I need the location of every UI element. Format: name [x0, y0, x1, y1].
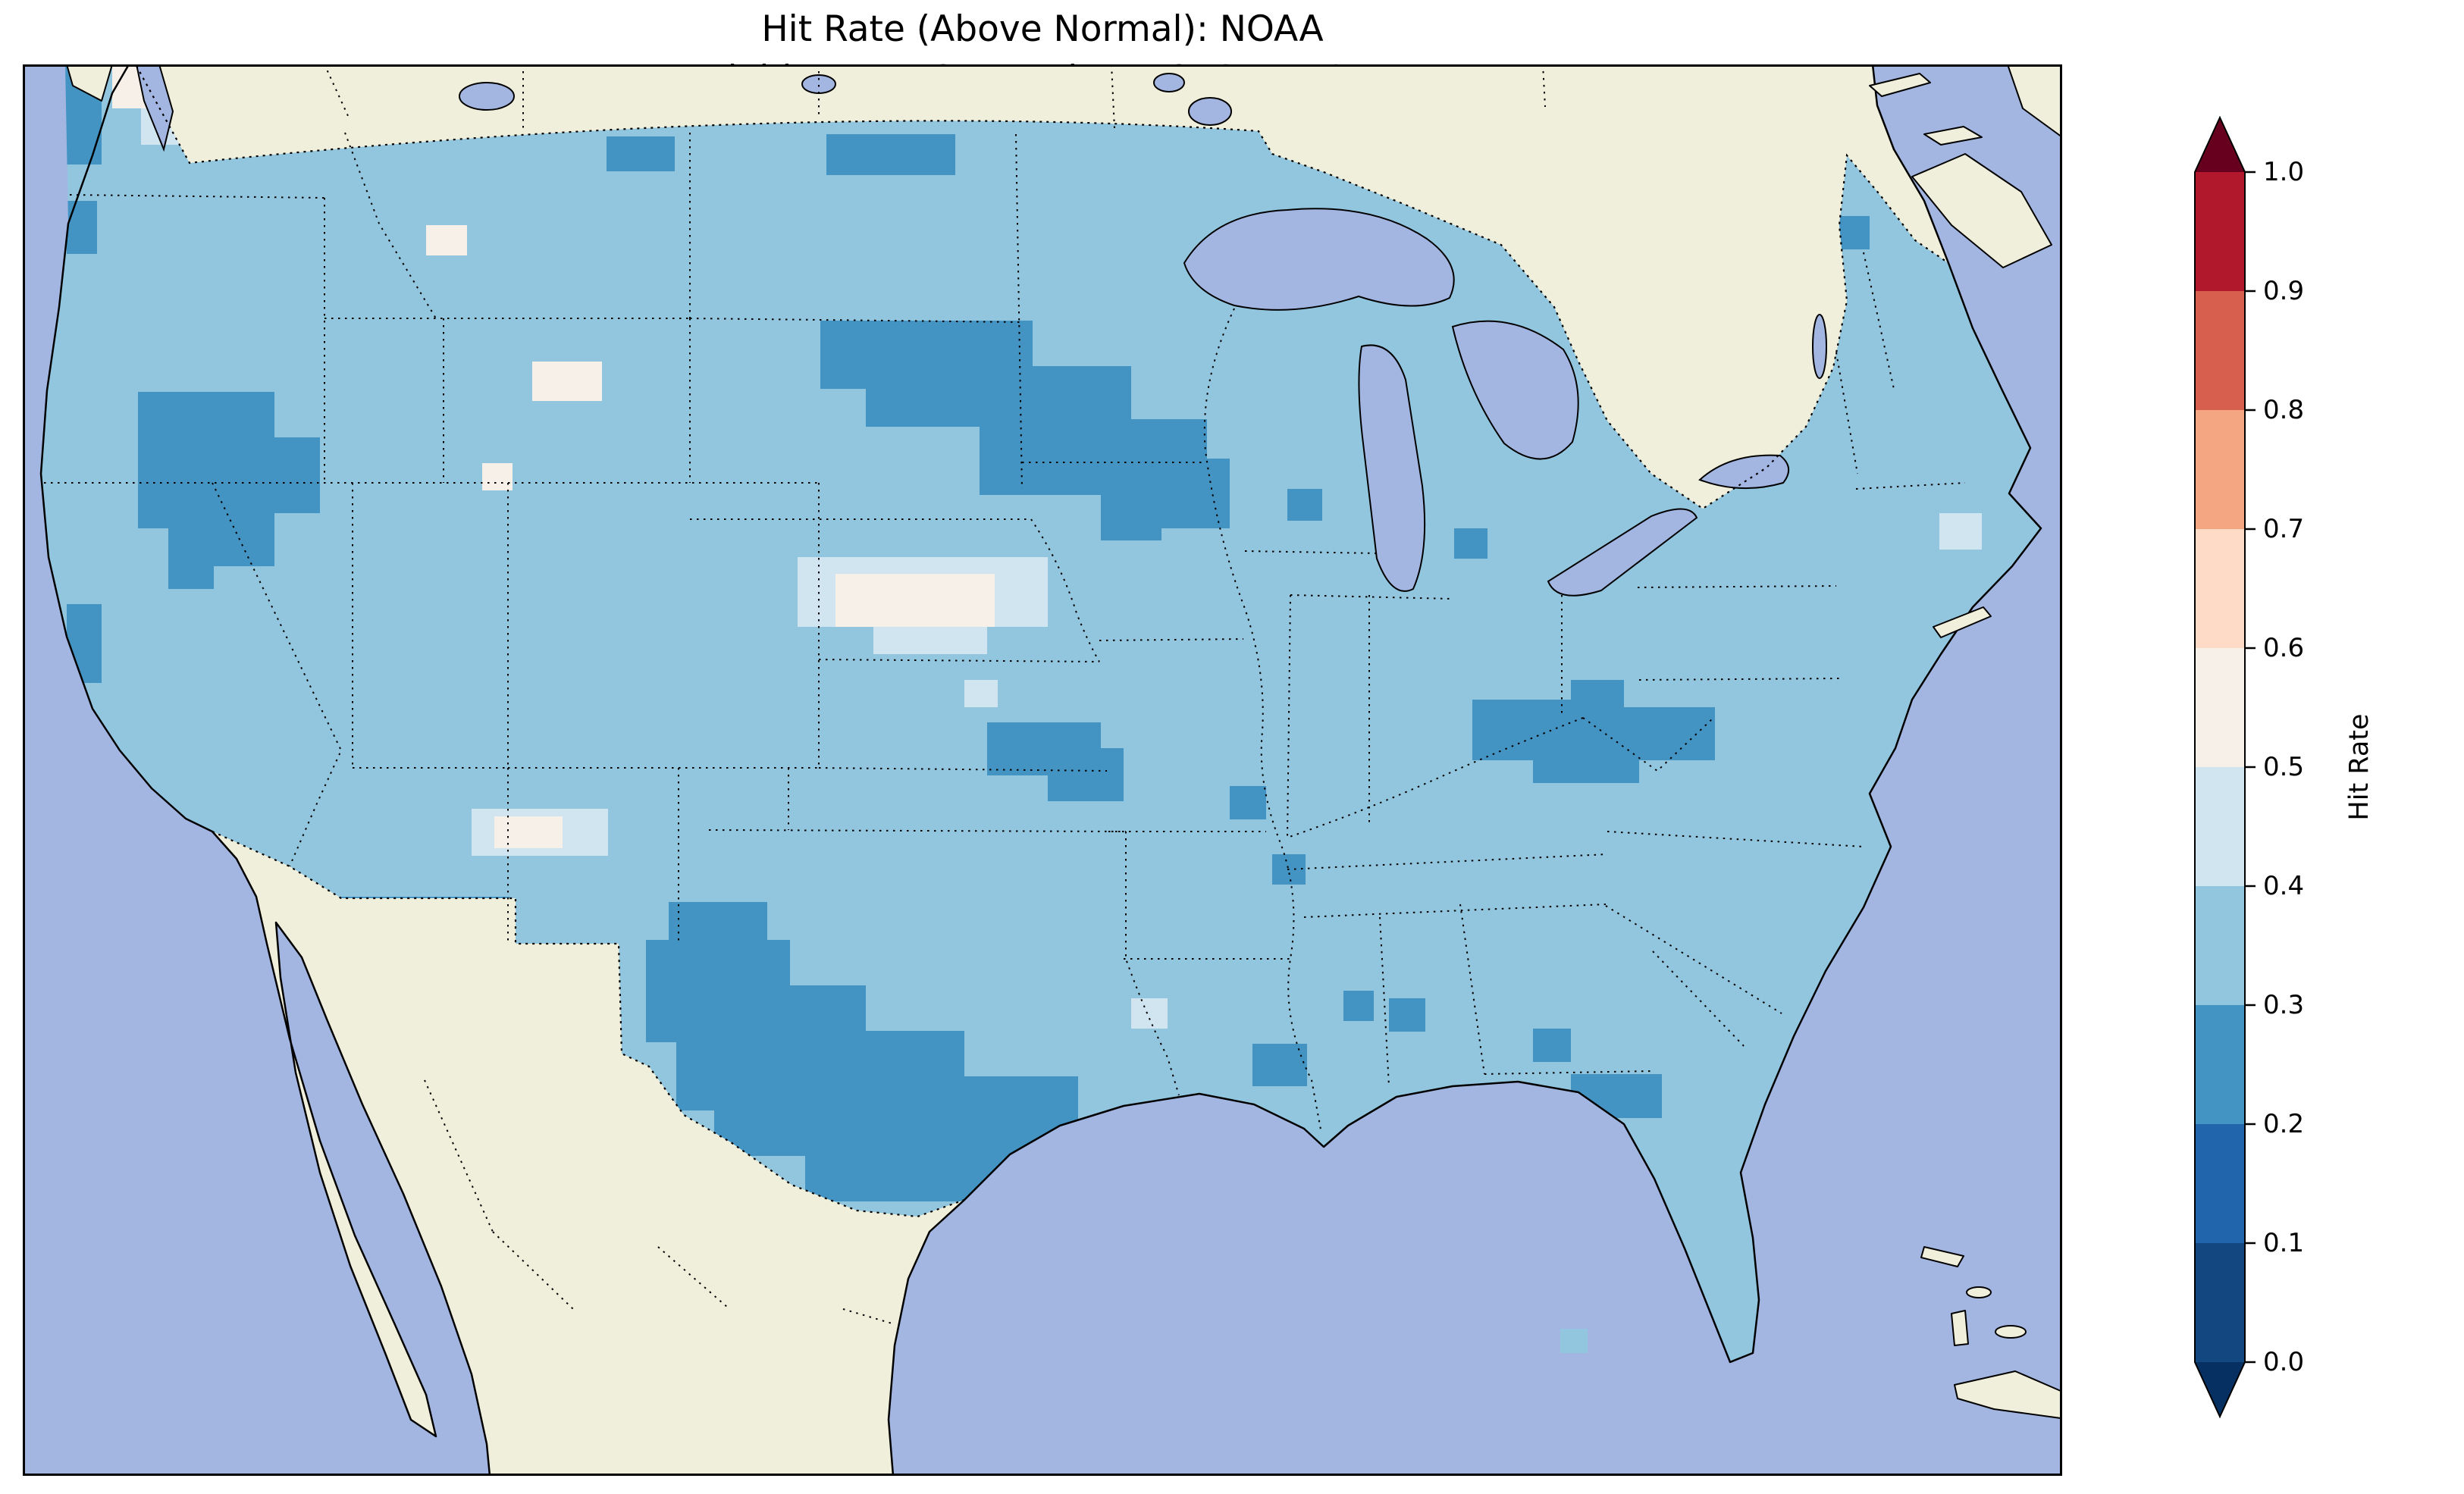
- andros-island: [1951, 1310, 1969, 1346]
- national-borders: [136, 65, 1949, 1218]
- low-hitrate-cell: [1533, 1029, 1571, 1062]
- colorbar-segment: [2195, 172, 2245, 292]
- colorbar-segment: [2195, 886, 2245, 1006]
- us-hit-rate-map: [23, 64, 2062, 1476]
- offshore-data-cell: [1939, 513, 1982, 550]
- anticosti-island: [1869, 73, 1931, 97]
- colorbar-tick-label: 0.4: [2263, 871, 2304, 901]
- colorbar-tick-label: 0.9: [2263, 276, 2304, 306]
- state-borders: [44, 64, 1966, 1325]
- canadian-lake: [459, 82, 515, 111]
- us-canada-border: [136, 65, 1949, 510]
- lake-erie: [1547, 508, 1698, 597]
- lake-champlain: [1812, 314, 1827, 379]
- colorbar-segment: [2195, 1243, 2245, 1363]
- low-hitrate-cell-georgia: [1389, 998, 1425, 1032]
- colorbar-segment: [2195, 529, 2245, 649]
- low-hitrate-cell: [1230, 786, 1266, 819]
- coastline: [39, 64, 2042, 1476]
- figure-title-line1: Hit Rate (Above Normal): NOAA: [761, 8, 1324, 50]
- colorbar-segment: [2195, 648, 2245, 768]
- colorbar-svg: 1.0 0.9 0.8 0.7 0.6 0.5 0.4 0.3 0.2 0.1 0.0: [2194, 115, 2304, 1419]
- bahamas-island: [1995, 1325, 2027, 1339]
- offshore-data-cell: [1560, 1329, 1588, 1353]
- low-hitrate-patch-nd-border: [826, 134, 955, 175]
- colorbar-segment: [2195, 291, 2245, 411]
- great-lakes: [459, 73, 1827, 597]
- low-hitrate-cell-maine: [1835, 216, 1870, 249]
- low-hitrate-cell: [1454, 528, 1487, 559]
- low-hitrate-patch-mt-border: [607, 136, 675, 171]
- highest-hitrate-cell: [482, 463, 513, 490]
- highest-hitrate-cell-montana: [532, 362, 602, 401]
- low-hitrate-patch-nd-mn: [820, 321, 1207, 540]
- mexico-state-border: [657, 1246, 729, 1308]
- lake-ontario: [1698, 454, 1789, 490]
- map-axes: [23, 64, 2062, 1476]
- canada-province-border: [324, 64, 350, 118]
- newfoundland: [2007, 64, 2062, 138]
- long-island: [1933, 606, 1992, 638]
- high-hitrate-cell: [964, 680, 998, 707]
- low-hitrate-patch-wv-oh: [1472, 680, 1715, 783]
- lake-michigan: [1358, 344, 1426, 592]
- low-hitrate-patch-wisconsin: [1139, 459, 1230, 528]
- colorbar-tick-label: 0.8: [2263, 395, 2304, 425]
- highest-hitrate-core-nebraska: [835, 574, 995, 627]
- puget-sound: [135, 64, 174, 152]
- mexico-state-border: [424, 1079, 494, 1232]
- lake-superior: [1183, 208, 1455, 311]
- low-hitrate-patch-texas: [646, 902, 1101, 1201]
- canadian-lake: [1188, 97, 1232, 126]
- colorbar-tick-label: 0.5: [2263, 752, 2304, 782]
- mexico-state-border: [492, 1231, 574, 1310]
- canadian-lake: [801, 74, 836, 94]
- colorbar-tick-label: 0.6: [2263, 633, 2304, 663]
- canadian-lake: [1153, 73, 1185, 92]
- colorbar-segment: [2195, 1124, 2245, 1244]
- highest-hitrate-cell: [494, 816, 563, 848]
- colorbar-segment: [2195, 1005, 2245, 1125]
- prince-edward-island: [1923, 126, 1983, 146]
- colorbar-tick-label: 0.7: [2263, 514, 2304, 544]
- colorbar-extend-over: [2195, 117, 2245, 172]
- bahamas-island: [1966, 1286, 1992, 1298]
- colorbar-segment: [2195, 767, 2245, 887]
- nova-scotia: [1911, 153, 2052, 268]
- canada-province-border: [1542, 64, 1546, 108]
- high-hitrate-cell: [1131, 998, 1168, 1029]
- colorbar-tick-label: 0.3: [2263, 990, 2304, 1020]
- low-hitrate-patch-ks-mo: [987, 722, 1124, 801]
- us-mexico-border: [212, 830, 965, 1218]
- low-hitrate-patch-idaho-nevada: [138, 392, 320, 589]
- low-hitrate-patch: [67, 201, 97, 254]
- colorbar-tick-label: 0.0: [2263, 1347, 2304, 1377]
- vancouver-island: [66, 64, 113, 102]
- colorbar-segment: [2195, 410, 2245, 530]
- bahamas-island: [1920, 1246, 1964, 1267]
- low-hitrate-cell: [1343, 991, 1374, 1021]
- islands: [66, 64, 2062, 1419]
- lake-huron: [1451, 320, 1579, 460]
- colorbar-extend-under: [2195, 1362, 2245, 1417]
- low-hitrate-cell: [1287, 489, 1322, 521]
- colorbar: 1.0 0.9 0.8 0.7 0.6 0.5 0.4 0.3 0.2 0.1 0.0: [2183, 100, 2350, 1457]
- axes-frame: [23, 64, 2062, 1476]
- highest-hitrate-cell: [426, 225, 467, 255]
- colorbar-tick-label: 1.0: [2263, 157, 2304, 187]
- colorbar-tick-label: 0.2: [2263, 1109, 2304, 1139]
- colorbar-tick-label: 0.1: [2263, 1228, 2304, 1258]
- low-hitrate-cell-louisiana: [1252, 1044, 1307, 1086]
- colorbar-axis-label: Hit Rate: [2344, 713, 2375, 821]
